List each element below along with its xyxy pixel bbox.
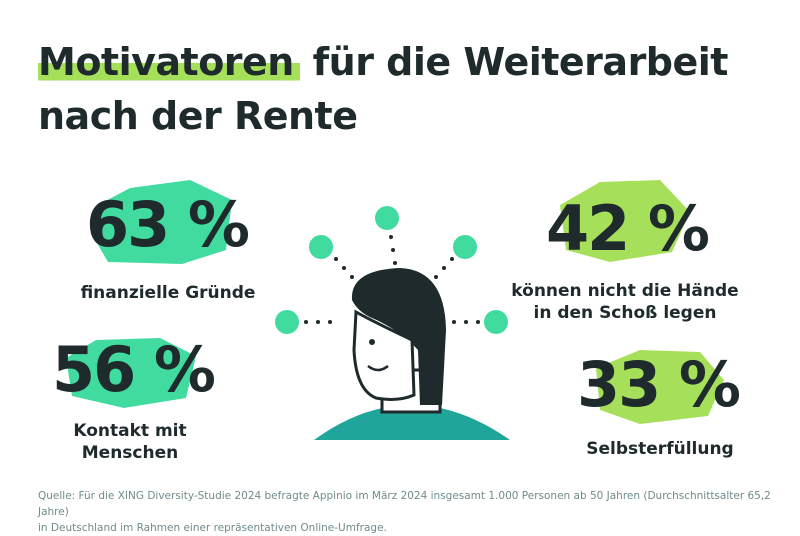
source-line: Quelle: Für die XING Diversity-Studie 20… <box>38 490 771 518</box>
stat-label: können nicht die Hände in den Schoß legen <box>500 280 750 324</box>
source-line: in Deutschland im Rahmen einer repräsent… <box>38 522 387 534</box>
label-line: Kontakt mit <box>73 421 187 441</box>
title: nach der Rente <box>38 94 358 138</box>
illustration <box>275 206 510 440</box>
blob <box>94 180 232 264</box>
blob <box>560 180 690 262</box>
stat-value: 56 % <box>52 333 216 406</box>
title-text: für die Weiterarbeit <box>299 40 729 84</box>
title-highlight: Motivatoren <box>38 40 300 84</box>
stat-value: 42 % <box>546 192 710 265</box>
stat-label: finanzielle Gründe <box>48 282 288 304</box>
stat-label: Selbsterfüllung <box>580 438 740 460</box>
stat-value: 33 % <box>577 348 741 421</box>
stat-label: Kontakt mit Menschen <box>60 420 200 464</box>
blob <box>596 350 724 424</box>
label-line: Menschen <box>81 443 179 463</box>
title: Motivatoren für die Weiterarbeit <box>38 36 728 88</box>
label-line: können nicht die Hände <box>511 281 739 301</box>
blob <box>66 338 196 408</box>
source: Quelle: Für die XING Diversity-Studie 20… <box>38 488 800 536</box>
label-line: finanzielle Gründe <box>80 283 256 303</box>
label-line: Selbsterfüllung <box>586 439 734 459</box>
stat-value: 63 % <box>86 188 250 261</box>
label-line: in den Schoß legen <box>533 303 717 323</box>
